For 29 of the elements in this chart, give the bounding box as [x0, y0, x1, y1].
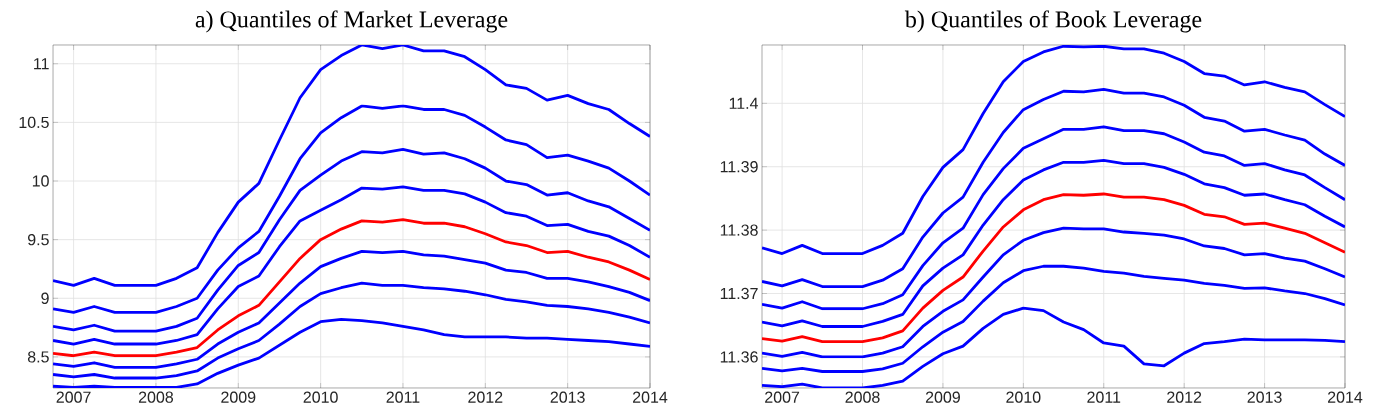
- x-tick-label: 2007: [56, 391, 91, 403]
- x-tick-label: 2007: [765, 391, 800, 403]
- x-tick-label: 2013: [1247, 391, 1282, 403]
- y-tick-label: 10.5: [19, 116, 49, 129]
- x-tick-label: 2009: [925, 391, 960, 403]
- x-tick-label: 2011: [386, 391, 420, 403]
- y-tick-label: 11.4: [729, 97, 758, 109]
- x-tick-label: 2008: [845, 391, 880, 403]
- x-tick-label: 2014: [1328, 391, 1363, 403]
- x-tick-label: 2008: [138, 391, 174, 403]
- y-tick-label: 11.39: [720, 161, 758, 173]
- y-tick-label: 8.5: [27, 351, 49, 363]
- x-tick-label: 2012: [468, 391, 503, 403]
- y-tick-label: 11.38: [720, 224, 758, 236]
- y-tick-label: 10: [32, 175, 49, 187]
- y-tick-label: 11.37: [720, 287, 758, 300]
- y-tick-label: 9.5: [28, 233, 49, 246]
- x-tick-label: 2013: [550, 391, 585, 403]
- x-tick-label: 2010: [303, 391, 338, 403]
- x-tick-label: 2009: [221, 391, 256, 403]
- chart-title: b) Quantiles of Book Leverage: [904, 10, 1202, 33]
- x-tick-label: 2010: [1006, 391, 1041, 403]
- chart-title: a) Quantiles of Market Leverage: [195, 10, 508, 33]
- x-tick-label: 2012: [1167, 391, 1202, 403]
- y-tick-label: 11: [34, 58, 49, 70]
- x-tick-label: 2014: [633, 391, 668, 403]
- y-tick-label: 9: [41, 292, 49, 304]
- y-tick-label: 11.36: [720, 351, 758, 363]
- x-tick-label: 2011: [1087, 391, 1121, 403]
